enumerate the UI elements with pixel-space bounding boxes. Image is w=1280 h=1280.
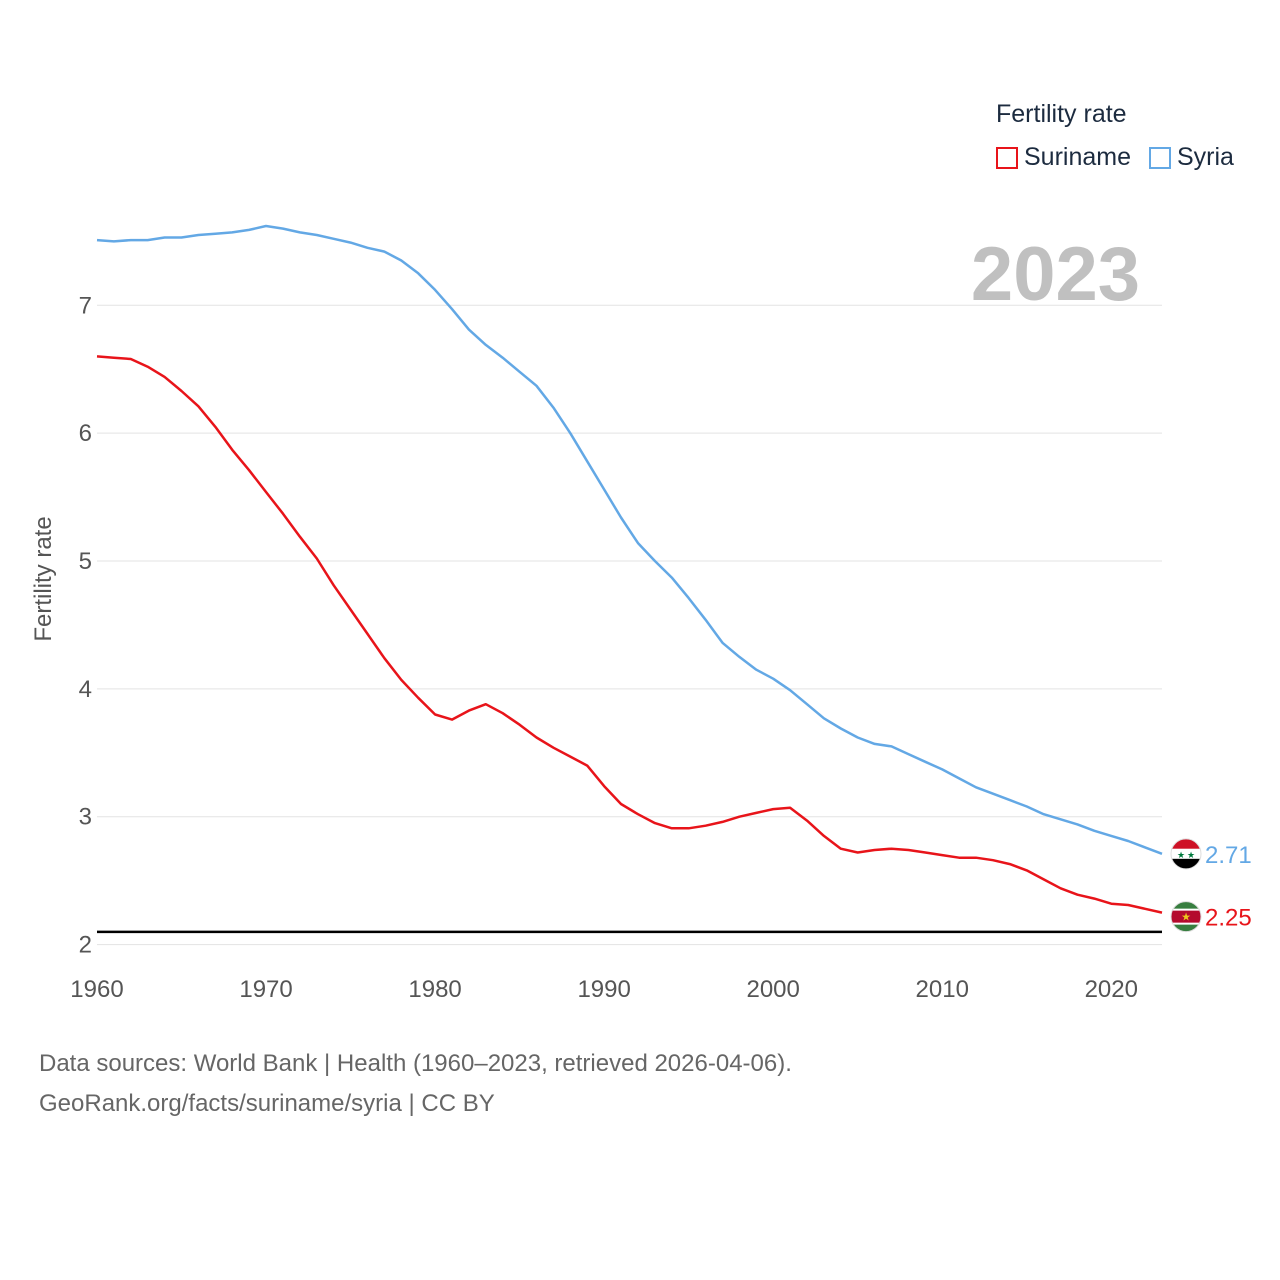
x-tick-label: 1980 xyxy=(408,976,461,1003)
y-tick-label: 4 xyxy=(79,676,92,703)
legend-label-syria: Syria xyxy=(1177,143,1234,171)
flag-border xyxy=(1170,901,1202,933)
legend-item-suriname[interactable]: Suriname xyxy=(996,143,1131,172)
svg-text:★: ★ xyxy=(1177,850,1185,860)
y-tick-label: 2 xyxy=(79,932,92,959)
source-link[interactable]: GeoRank.org/facts/suriname/syria | CC BY xyxy=(39,1090,495,1117)
year-label: 2023 xyxy=(971,232,1140,317)
legend: Fertility rate Suriname Syria xyxy=(996,100,1234,172)
y-tick-label: 3 xyxy=(79,804,92,831)
y-tick-label: 6 xyxy=(79,420,92,447)
series-lines xyxy=(96,224,1163,914)
legend-item-syria[interactable]: Syria xyxy=(1149,143,1234,172)
legend-swatch-syria xyxy=(1149,146,1171,169)
y-tick-label: 7 xyxy=(79,292,92,319)
x-tick-label: 1960 xyxy=(70,976,123,1003)
series-line-suriname xyxy=(96,355,1163,914)
footer: Data sources: World Bank | Health (1960–… xyxy=(39,1044,792,1124)
legend-label-suriname: Suriname xyxy=(1024,143,1131,171)
end-value-syria: 2.71 xyxy=(1205,842,1252,869)
legend-items: Suriname Syria xyxy=(996,143,1234,172)
gridlines xyxy=(97,304,1162,946)
end-value-suriname: 2.25 xyxy=(1205,905,1252,932)
y-axis-label: Fertility rate xyxy=(30,516,57,641)
syria-flag-icon: ★ ★ xyxy=(1171,838,1201,869)
y-axis-ticks: 2 3 4 5 6 7 xyxy=(79,292,92,958)
svg-text:★: ★ xyxy=(1187,850,1195,860)
x-tick-label: 1970 xyxy=(239,976,292,1003)
svg-text:★: ★ xyxy=(1181,912,1191,924)
x-tick-label: 2020 xyxy=(1085,976,1138,1003)
series-line-syria xyxy=(96,224,1163,855)
legend-swatch-suriname xyxy=(996,146,1018,169)
end-labels: ★ 2.25★ ★ 2.71 xyxy=(1170,838,1252,933)
flag-border xyxy=(1170,838,1202,870)
x-tick-label: 2000 xyxy=(746,976,799,1003)
x-axis-ticks: 1960 1970 1980 1990 2000 2010 2020 xyxy=(70,976,1138,1003)
x-tick-label: 2010 xyxy=(916,976,969,1003)
legend-title: Fertility rate xyxy=(996,100,1127,128)
x-tick-label: 1990 xyxy=(577,976,630,1003)
source-note: Data sources: World Bank | Health (1960–… xyxy=(39,1050,792,1077)
suriname-flag-icon: ★ xyxy=(1171,901,1201,932)
y-tick-label: 5 xyxy=(79,548,92,575)
